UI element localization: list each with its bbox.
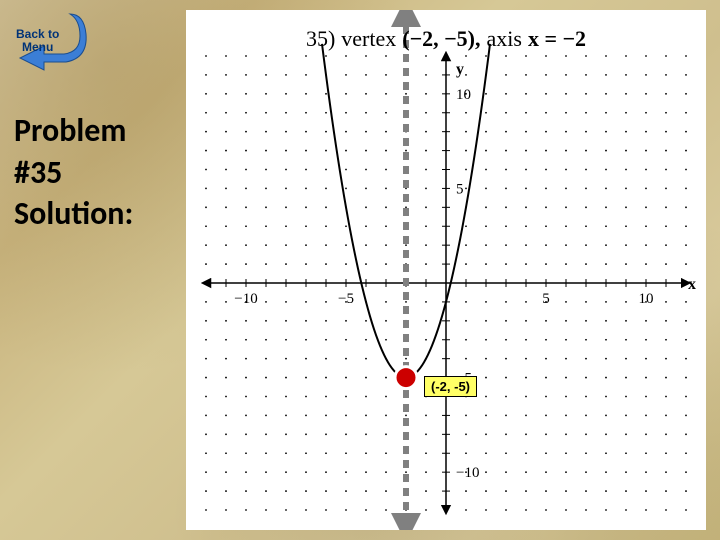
- vertex-callout: (-2, -5): [424, 376, 477, 397]
- back-label-line1: Back to: [16, 27, 59, 41]
- svg-text:10: 10: [639, 291, 654, 307]
- svg-text:Back to Menu: Back to Menu: [16, 27, 63, 54]
- svg-text:5: 5: [542, 291, 550, 307]
- axis-expr: x = −2: [528, 26, 586, 52]
- axis-word: axis: [487, 26, 522, 52]
- graph-panel: 35) vertex (−2, −5), axis x = −2 −10 −5 5 1…: [186, 10, 706, 530]
- svg-text:5: 5: [456, 181, 464, 197]
- vertex-coords: (−2, −5),: [402, 26, 480, 52]
- heading-line1: Problem: [14, 110, 133, 152]
- svg-text:−10: −10: [456, 465, 479, 481]
- problem-number: 35): [306, 26, 335, 52]
- coordinate-graph: −10−5510−10−5510xy: [186, 10, 706, 530]
- heading-line3: Solution:: [14, 193, 133, 235]
- solution-heading: Problem #35 Solution:: [14, 110, 133, 235]
- svg-text:10: 10: [456, 87, 471, 103]
- vertex-word: vertex: [341, 26, 396, 52]
- heading-line2: #35: [14, 152, 133, 194]
- svg-text:−10: −10: [234, 291, 257, 307]
- problem-title: 35) vertex (−2, −5), axis x = −2: [306, 26, 586, 52]
- svg-text:−5: −5: [338, 291, 354, 307]
- svg-text:y: y: [456, 61, 464, 78]
- svg-text:x: x: [688, 276, 696, 293]
- back-to-menu-button[interactable]: Back to Menu: [8, 8, 90, 80]
- back-label-line2: Menu: [22, 40, 53, 54]
